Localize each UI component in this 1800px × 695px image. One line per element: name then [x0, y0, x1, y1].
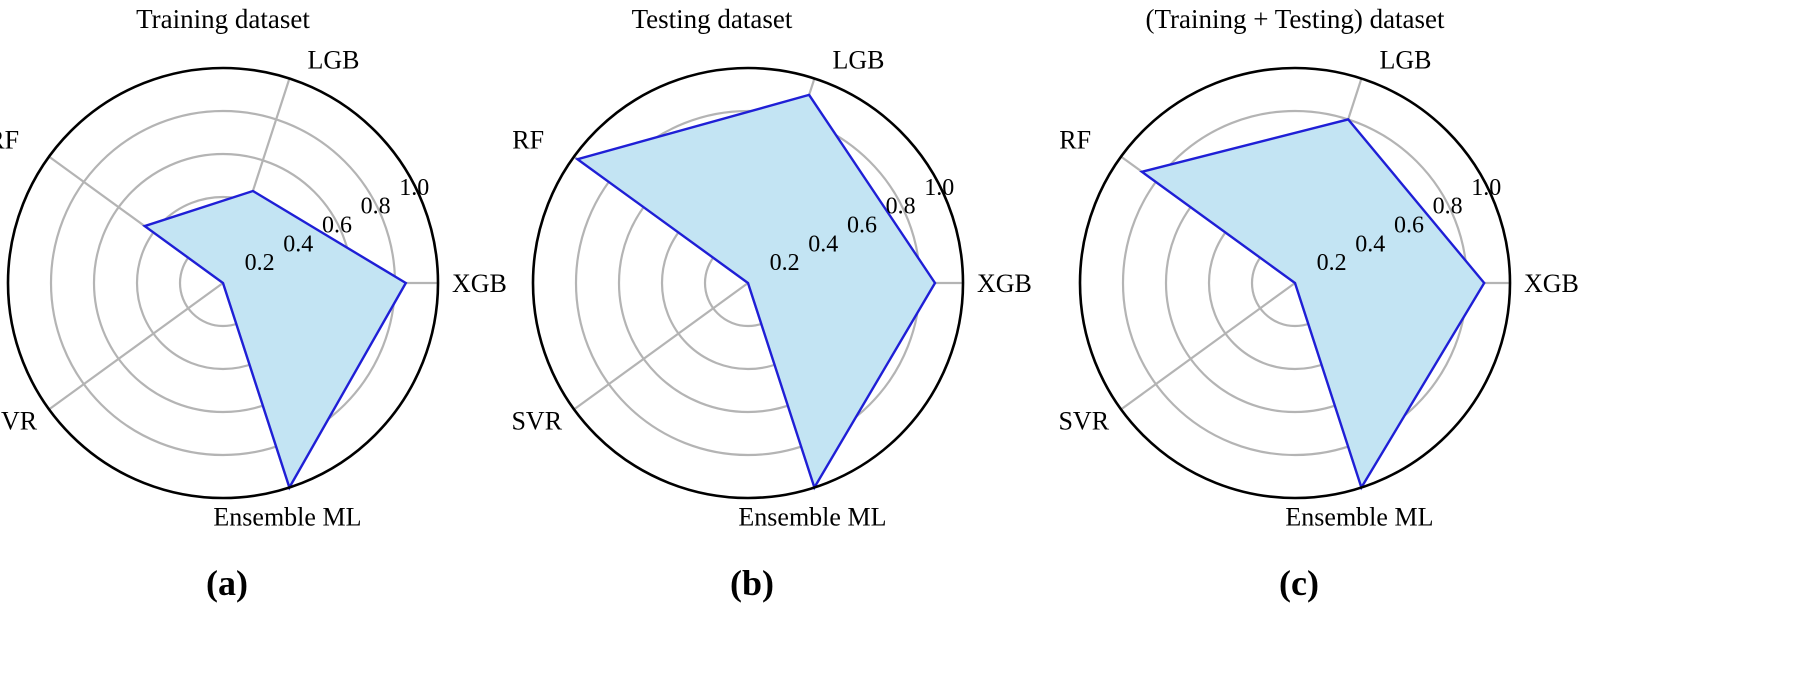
- category-label-rf: RF: [1059, 126, 1091, 155]
- category-label-rf: RF: [0, 126, 19, 155]
- panel-label: (a): [206, 563, 248, 603]
- radial-tick-label: 0.8: [886, 194, 916, 220]
- chart-title: Testing dataset: [632, 4, 793, 34]
- category-label-xgb: XGB: [1524, 269, 1579, 298]
- category-label-ensemble-ml: Ensemble ML: [1285, 502, 1433, 531]
- category-label-svr: SVR: [0, 406, 38, 435]
- spoke-svr: [1120, 282, 1296, 411]
- radial-tick-label: 0.6: [1394, 212, 1424, 238]
- outer-circle: [6, 66, 440, 500]
- category-label-xgb: XGB: [977, 269, 1032, 298]
- radial-tick-label: 0.4: [283, 231, 313, 257]
- radial-tick-label: 0.8: [1433, 194, 1463, 220]
- outer-circle: [1078, 66, 1512, 500]
- radial-tick-label: 1.0: [1471, 175, 1501, 201]
- outer-circle: [531, 66, 965, 500]
- panel-label: (c): [1279, 563, 1319, 603]
- radial-tick-label: 1.0: [924, 175, 954, 201]
- chart-title: Training dataset: [136, 4, 310, 34]
- radial-tick-label: 1.0: [399, 175, 429, 201]
- spoke-svr: [573, 282, 749, 411]
- category-label-rf: RF: [512, 126, 544, 155]
- radar-panel-2: 0.2 0.4 0.6 0.8 1.0 XGB LGB RF SVR Ensemble ML Tes…: [511, 4, 1031, 603]
- radial-tick-label: 0.2: [245, 250, 275, 276]
- series-polygon: [142, 189, 408, 491]
- series-polygon: [574, 93, 937, 491]
- radial-tick-label: 0.4: [1355, 231, 1385, 257]
- radial-tick-label: 0.2: [770, 250, 800, 276]
- panel-label: (b): [730, 563, 774, 603]
- category-label-ensemble-ml: Ensemble ML: [738, 502, 886, 531]
- radial-tick-label: 0.6: [322, 212, 352, 238]
- category-label-xgb: XGB: [452, 269, 507, 298]
- series-polygon: [1139, 118, 1486, 491]
- category-label-svr: SVR: [511, 406, 562, 435]
- radar-panel-3: 0.2 0.4 0.6 0.8 1.0 XGB LGB RF SVR Ensemble ML (Tr…: [1058, 4, 1578, 603]
- radial-tick-label: 0.2: [1317, 250, 1347, 276]
- radar-panel-1: 0.2 0.4 0.6 0.8 1.0 XGB LGB RF SVR Ensemble ML Tra…: [0, 4, 507, 603]
- category-label-lgb: LGB: [1379, 46, 1431, 75]
- radial-tick-label: 0.6: [847, 212, 877, 238]
- category-label-lgb: LGB: [832, 46, 884, 75]
- radial-tick-label: 0.8: [361, 194, 391, 220]
- category-label-svr: SVR: [1058, 406, 1109, 435]
- category-label-ensemble-ml: Ensemble ML: [213, 502, 361, 531]
- chart-title: (Training + Testing) dataset: [1145, 4, 1445, 34]
- category-label-lgb: LGB: [307, 46, 359, 75]
- spoke-svr: [48, 282, 224, 411]
- radial-tick-label: 0.4: [808, 231, 838, 257]
